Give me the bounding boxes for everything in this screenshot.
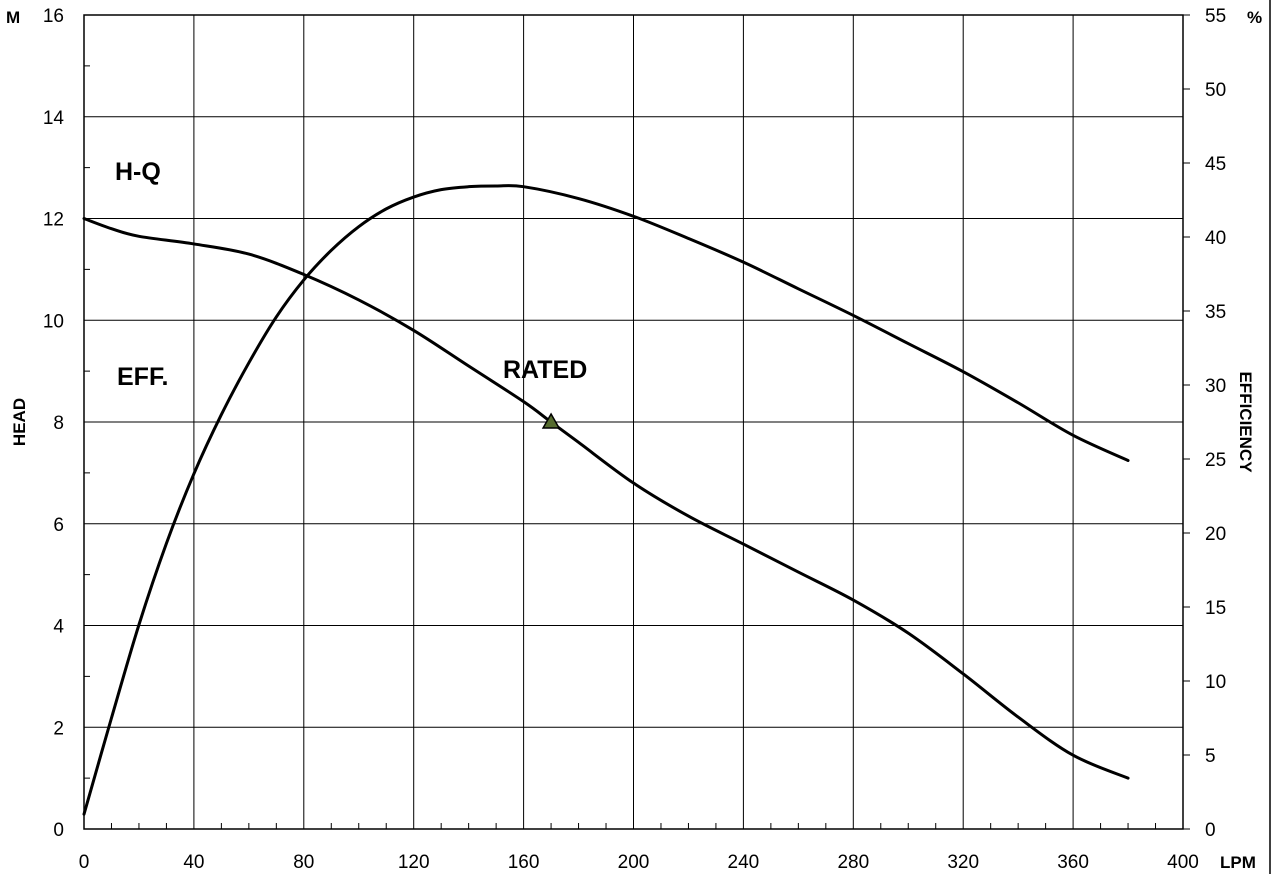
axis-ticks: 0 40 80 120 160 200 240 280 320 360 40002468101214… — [43, 6, 1226, 873]
x-tick-label: 400 — [1167, 852, 1199, 873]
x-tick-label: 200 — [618, 852, 650, 873]
y-left-tick-label: 4 — [53, 617, 64, 638]
y-right-axis-title: EFFICIENCY — [1236, 371, 1255, 473]
x-tick-label: 0 — [79, 852, 90, 873]
hq-curve-label: H-Q — [115, 158, 161, 186]
y-right-tick-label: 5 — [1205, 746, 1216, 767]
y-left-axis-title: HEAD — [10, 398, 29, 446]
y-right-tick-label: 55 — [1205, 6, 1226, 27]
x-axis-label: LPM — [1220, 853, 1256, 872]
y-left-tick-label: 16 — [43, 6, 64, 27]
y-left-tick-label: 12 — [43, 210, 64, 231]
y-right-tick-label: 0 — [1205, 820, 1216, 841]
y-right-tick-label: 40 — [1205, 228, 1226, 249]
grid — [84, 15, 1183, 829]
x-tick-label: 240 — [728, 852, 760, 873]
y-right-tick-label: 50 — [1205, 80, 1226, 101]
y-left-tick-label: 0 — [53, 820, 64, 841]
y-left-tick-label: 6 — [53, 515, 64, 536]
y-right-tick-label: 15 — [1205, 598, 1226, 619]
x-tick-label: 320 — [947, 852, 979, 873]
rated-point-marker — [541, 412, 561, 429]
eff-series-line — [82, 184, 1130, 816]
y-left-tick-label: 2 — [53, 718, 64, 739]
y-left-unit: M — [6, 8, 20, 27]
x-tick-label: 360 — [1057, 852, 1089, 873]
x-tick-label: 120 — [398, 852, 430, 873]
y-right-tick-label: 20 — [1205, 524, 1226, 545]
h-q-series-line — [82, 217, 1130, 780]
x-tick-label: 280 — [837, 852, 869, 873]
x-tick-label: 160 — [508, 852, 540, 873]
plot-frame — [83, 0, 1271, 874]
y-right-tick-label: 30 — [1205, 376, 1226, 397]
y-left-tick-label: 14 — [43, 108, 65, 129]
y-right-tick-label: 25 — [1205, 450, 1226, 471]
y-left-tick-label: 8 — [53, 413, 64, 434]
eff-curve-label: EFF. — [117, 363, 168, 391]
series-layer — [82, 184, 1130, 816]
plot-border — [83, 14, 1184, 830]
y-right-tick-label: 35 — [1205, 302, 1226, 323]
x-tick-label: 80 — [293, 852, 314, 873]
rated-label: RATED — [503, 356, 587, 384]
y-left-tick-label: 10 — [43, 311, 64, 332]
y-right-tick-label: 45 — [1205, 154, 1226, 175]
y-right-unit: % — [1247, 8, 1262, 27]
y-right-tick-label: 10 — [1205, 672, 1226, 693]
x-tick-label: 40 — [183, 852, 204, 873]
